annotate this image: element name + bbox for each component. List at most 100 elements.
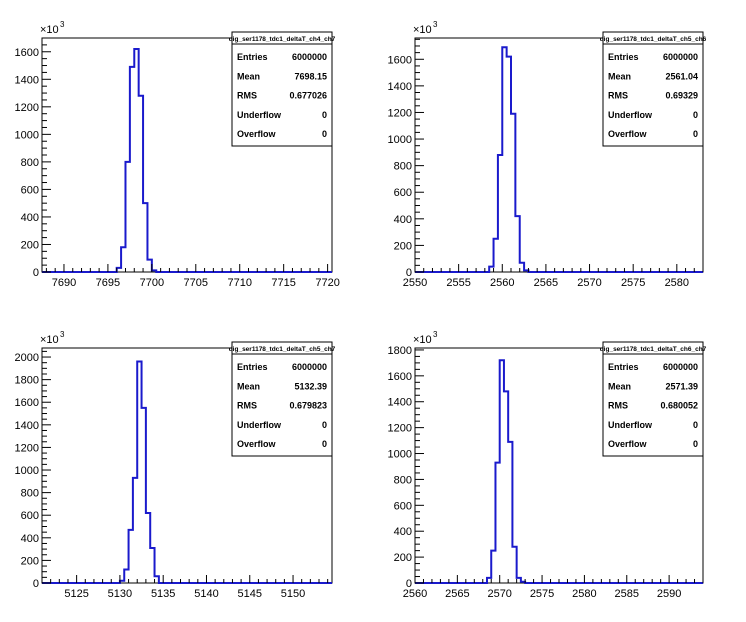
histogram-pad-2: 2550 2555 2560 2565 2570 2575 2580 0 200 400 600 80… bbox=[388, 20, 707, 289]
y-tick-label: 1600 bbox=[15, 397, 39, 409]
x-tick-label: 5125 bbox=[64, 588, 88, 600]
stats-box-frame bbox=[231, 31, 333, 147]
y-exponent-power: 3 bbox=[60, 20, 65, 29]
y-tick-label: 800 bbox=[21, 488, 39, 500]
stats-value: 6000000 bbox=[663, 362, 698, 372]
stats-value: 2561.04 bbox=[665, 71, 698, 81]
y-tick-label: 1000 bbox=[15, 465, 39, 477]
histogram-series-line bbox=[415, 359, 703, 584]
y-tick-label: 1200 bbox=[388, 423, 412, 435]
stats-value: 7698.15 bbox=[294, 71, 327, 81]
stats-value: 6000000 bbox=[292, 52, 327, 62]
stats-value: 2571.39 bbox=[665, 381, 698, 391]
y-tick-label: 1800 bbox=[15, 375, 39, 387]
y-tick-label: 2000 bbox=[15, 352, 39, 364]
y-tick-label: 1400 bbox=[388, 397, 412, 409]
y-tick-label: 400 bbox=[394, 214, 412, 226]
stats-value: 0 bbox=[693, 439, 698, 449]
stats-value: 0 bbox=[322, 420, 327, 430]
y-tick-label: 400 bbox=[21, 533, 39, 545]
stats-title: dig_ser1178_tdc1_deltaT_ch5_ch6 bbox=[600, 36, 707, 43]
x-tick-label: 2565 bbox=[534, 277, 558, 289]
stats-label: Entries bbox=[608, 362, 639, 372]
stats-value: 0.677026 bbox=[289, 91, 327, 101]
x-tick-label: 2560 bbox=[403, 588, 427, 600]
stats-value: 0.679823 bbox=[289, 401, 327, 411]
y-tick-label: 600 bbox=[394, 187, 412, 199]
y-tick-label: 1200 bbox=[388, 107, 412, 119]
y-tick-label: 200 bbox=[394, 240, 412, 252]
y-exponent-power: 3 bbox=[60, 330, 65, 339]
y-tick-label: 800 bbox=[21, 157, 39, 169]
x-tick-label: 2560 bbox=[490, 277, 514, 289]
y-tick-label: 0 bbox=[406, 578, 412, 590]
y-tick-label: 1000 bbox=[15, 129, 39, 141]
x-tick-label: 7695 bbox=[96, 277, 120, 289]
stats-title: dig_ser1178_tdc1_deltaT_ch5_ch7 bbox=[229, 346, 336, 353]
x-tick-label: 2570 bbox=[577, 277, 601, 289]
histogram-pad-1: 7690 7695 7700 7705 7710 7715 7720 0 200 400 600 80… bbox=[15, 20, 340, 289]
stats-label: Underflow bbox=[237, 110, 282, 120]
y-tick-label: 1800 bbox=[388, 345, 412, 357]
y-exponent-label: ×10 bbox=[413, 334, 432, 346]
stats-box: dig_ser1178_tdc1_deltaT_ch4_ch7 Entries 60… bbox=[229, 31, 336, 147]
y-tick-label: 600 bbox=[21, 510, 39, 522]
x-tick-label: 2555 bbox=[446, 277, 470, 289]
y-exponent-label: ×10 bbox=[40, 334, 59, 346]
stats-label: RMS bbox=[608, 91, 628, 101]
x-tick-label: 7710 bbox=[227, 277, 251, 289]
stats-label: Overflow bbox=[608, 439, 648, 449]
histogram-pad-3: 5125 5130 5135 5140 5145 5150 0 200 400 600 800 100… bbox=[15, 330, 336, 600]
x-tick-label: 2550 bbox=[403, 277, 427, 289]
x-tick-label: 2570 bbox=[487, 588, 511, 600]
y-tick-label: 0 bbox=[33, 578, 39, 590]
y-tick-label: 0 bbox=[406, 267, 412, 279]
y-tick-label: 600 bbox=[21, 184, 39, 196]
stats-title: dig_ser1178_tdc1_deltaT_ch6_ch7 bbox=[600, 346, 707, 353]
stats-label: Mean bbox=[608, 381, 631, 391]
x-tick-label: 2565 bbox=[445, 588, 469, 600]
y-tick-label: 1600 bbox=[388, 54, 412, 66]
y-tick-label: 1400 bbox=[388, 81, 412, 93]
x-tick-label: 7700 bbox=[140, 277, 164, 289]
x-tick-label: 2575 bbox=[621, 277, 645, 289]
stats-label: Underflow bbox=[608, 110, 653, 120]
histogram-series-line bbox=[42, 360, 332, 584]
y-tick-label: 1200 bbox=[15, 102, 39, 114]
histogram-pad-4: 2560 2565 2570 2575 2580 2585 2590 0 200 400 600 80… bbox=[388, 330, 707, 600]
y-tick-label: 400 bbox=[394, 526, 412, 538]
y-tick-label: 1400 bbox=[15, 74, 39, 86]
x-tick-label: 5145 bbox=[238, 588, 262, 600]
x-tick-label: 7715 bbox=[271, 277, 295, 289]
x-tick-label: 7720 bbox=[315, 277, 339, 289]
stats-label: RMS bbox=[237, 91, 257, 101]
x-tick-label: 5130 bbox=[108, 588, 132, 600]
stats-value: 0 bbox=[693, 420, 698, 430]
stats-label: Underflow bbox=[237, 420, 282, 430]
stats-label: Overflow bbox=[237, 129, 277, 139]
stats-label: Mean bbox=[237, 381, 260, 391]
stats-label: Underflow bbox=[608, 420, 653, 430]
x-tick-label: 5135 bbox=[151, 588, 175, 600]
x-tick-label: 2590 bbox=[657, 588, 681, 600]
stats-value: 0 bbox=[322, 439, 327, 449]
y-tick-label: 200 bbox=[21, 239, 39, 251]
y-exponent-label: ×10 bbox=[40, 24, 59, 36]
stats-box-frame bbox=[231, 341, 333, 457]
x-tick-label: 7705 bbox=[184, 277, 208, 289]
y-tick-label: 0 bbox=[33, 267, 39, 279]
stats-box-frame bbox=[602, 31, 704, 147]
y-tick-label: 800 bbox=[394, 161, 412, 173]
x-tick-label: 5140 bbox=[194, 588, 218, 600]
y-exponent-power: 3 bbox=[433, 20, 438, 29]
stats-box: dig_ser1178_tdc1_deltaT_ch5_ch7 Entries 60… bbox=[229, 341, 336, 457]
y-tick-label: 1200 bbox=[15, 442, 39, 454]
stats-value: 6000000 bbox=[663, 52, 698, 62]
x-tick-label: 2585 bbox=[615, 588, 639, 600]
x-tick-label: 7690 bbox=[52, 277, 76, 289]
stats-value: 0.680052 bbox=[660, 401, 698, 411]
x-tick-label: 5150 bbox=[281, 588, 305, 600]
y-exponent-power: 3 bbox=[433, 330, 438, 339]
y-tick-label: 800 bbox=[394, 474, 412, 486]
stats-label: Overflow bbox=[237, 439, 277, 449]
